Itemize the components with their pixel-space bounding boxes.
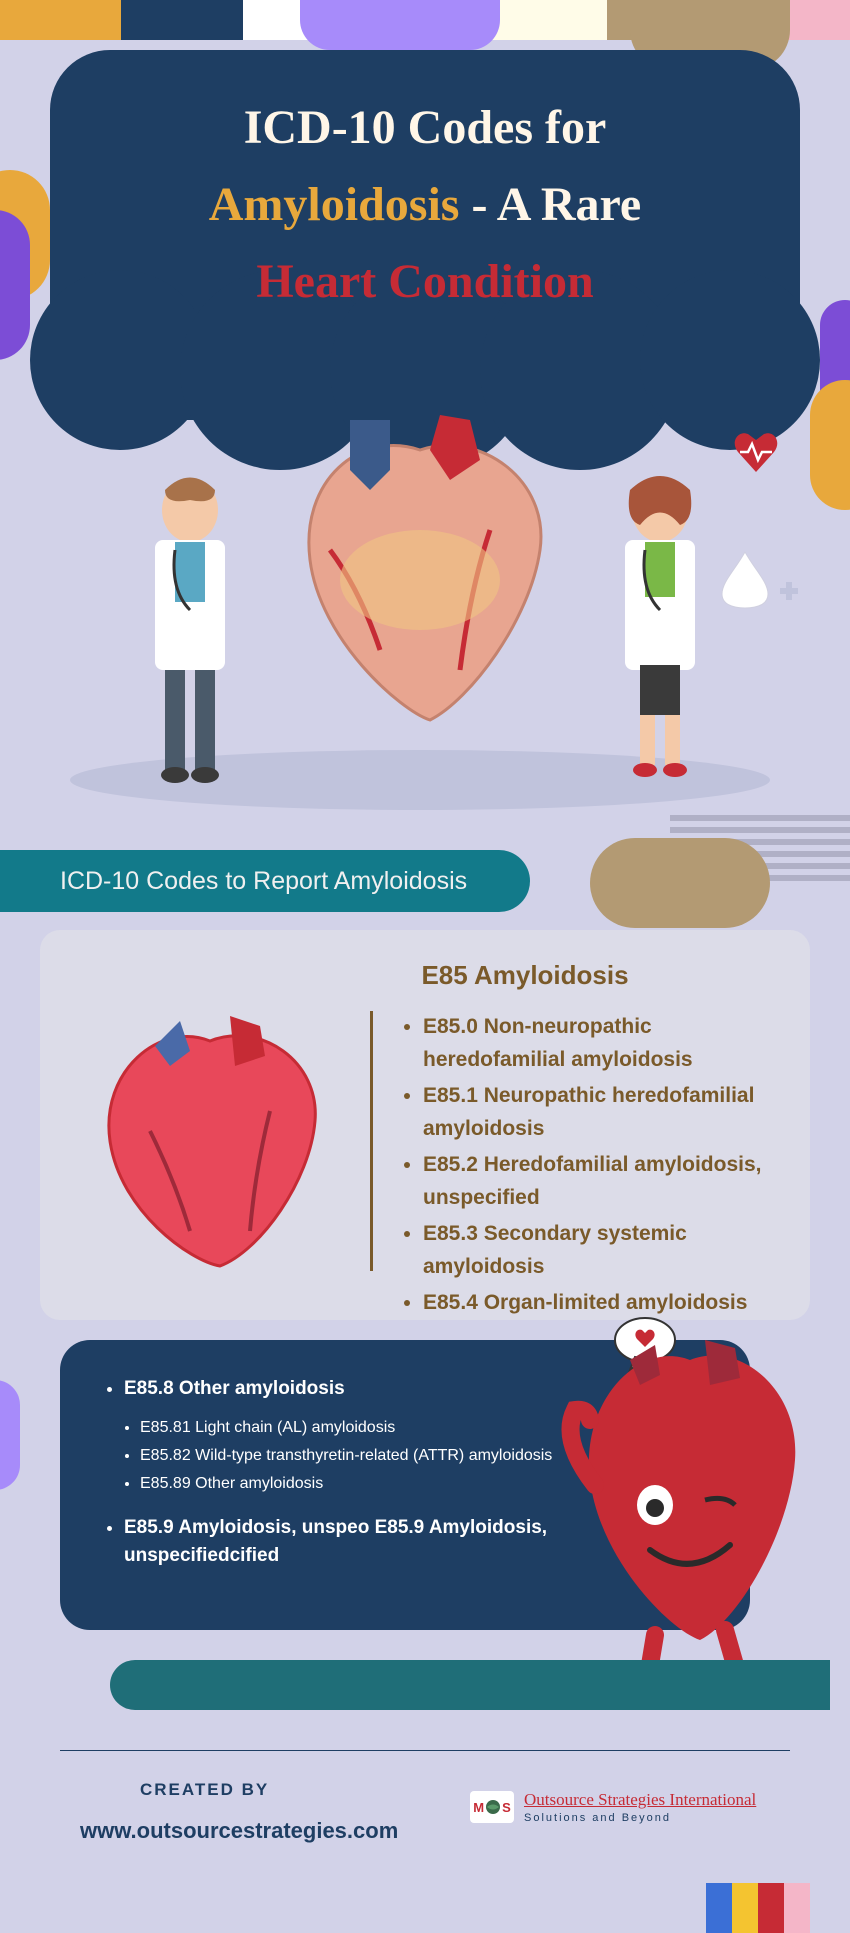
footer-credits: CREATED BY www.outsourcestrategies.com	[80, 1780, 480, 1844]
title-line-2b: - A Rare	[459, 178, 641, 231]
footer-url: www.outsourcestrategies.com	[80, 1818, 480, 1844]
section-header: ICD-10 Codes to Report Amyloidosis	[0, 850, 530, 912]
heart-pulse-icon	[732, 430, 780, 474]
footer-logo: M S Outsource Strategies International S…	[470, 1790, 790, 1824]
code-item: E85.1 Neuropathic heredofamilial amyloid…	[423, 1080, 770, 1145]
codes-list-secondary: E85.9 Amyloidosis, unspeo E85.9 Amyloido…	[124, 1514, 570, 1571]
divider	[370, 1011, 373, 1271]
code-item: E85.3 Secondary systemic amyloidosis	[423, 1218, 770, 1283]
hero-illustration	[150, 370, 700, 790]
code-item: E85.82 Wild-type transthyretin-related (…	[140, 1444, 570, 1468]
female-doctor-icon	[590, 470, 730, 790]
codes-list-primary: E85.0 Non-neuropathic heredofamilial amy…	[403, 1011, 770, 1324]
logo-mark: M S	[470, 1791, 514, 1823]
company-name: Outsource Strategies International	[524, 1790, 790, 1810]
code-item: E85.89 Other amyloidosis	[140, 1472, 570, 1496]
section-header-text: ICD-10 Codes to Report Amyloidosis	[60, 867, 467, 896]
title-line-1: ICD-10 Codes for	[0, 90, 850, 167]
code-item: E85.8 Other amyloidosis	[124, 1375, 570, 1404]
code-item: E85.2 Heredofamilial amyloidosis, unspec…	[423, 1149, 770, 1214]
title-line-3: Heart Condition	[0, 244, 850, 321]
deco-shape	[590, 838, 770, 928]
code-item: E85.0 Non-neuropathic heredofamilial amy…	[423, 1011, 770, 1076]
code-item: E85.9 Amyloidosis, unspeo E85.9 Amyloido…	[124, 1514, 570, 1571]
title-highlight: Amyloidosis	[209, 178, 460, 231]
created-by-label: CREATED BY	[140, 1780, 480, 1800]
anatomical-heart-icon	[270, 410, 570, 730]
male-doctor-icon	[120, 470, 260, 790]
company-tagline: Solutions and Beyond	[524, 1812, 790, 1824]
plus-icon	[778, 580, 800, 602]
codes-list-secondary: E85.8 Other amyloidosis	[124, 1375, 570, 1404]
deco-bar	[110, 1660, 830, 1710]
codes-sublist: E85.81 Light chain (AL) amyloidosis E85.…	[140, 1416, 570, 1496]
water-drop-icon	[720, 550, 770, 610]
page-title: ICD-10 Codes for Amyloidosis - A Rare He…	[0, 90, 850, 320]
divider	[60, 1750, 790, 1751]
heart-organ-icon	[80, 1011, 340, 1271]
bottom-color-strip	[706, 1883, 810, 1933]
code-item: E85.81 Light chain (AL) amyloidosis	[140, 1416, 570, 1440]
code-item: E85.4 Organ-limited amyloidosis	[423, 1287, 770, 1320]
deco-shape	[300, 0, 500, 50]
infographic-page: ICD-10 Codes for Amyloidosis - A Rare He…	[0, 0, 850, 1933]
codes-panel-main: E85 Amyloidosis E85.0 Non-neuropathic he…	[40, 930, 810, 1320]
deco-shape	[0, 1380, 20, 1490]
panel1-title: E85 Amyloidosis	[280, 960, 770, 991]
deco-shape	[810, 380, 850, 510]
cartoon-heart-icon	[560, 1330, 820, 1670]
